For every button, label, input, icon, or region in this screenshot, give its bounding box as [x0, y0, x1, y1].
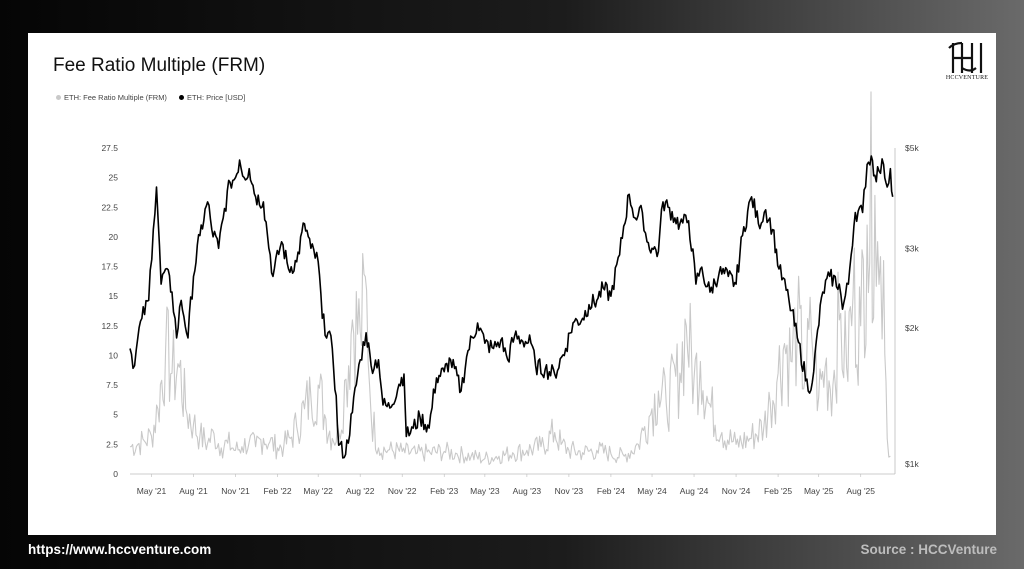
chart-plot: 0 2.5 5 7.5 10 12.5 15 17.5 20 22.5 25 27.5 $1k $2k $3…	[101, 91, 919, 496]
website-url[interactable]: https://www.hccventure.com	[28, 542, 212, 557]
x-tick-label: Aug '23	[513, 486, 542, 496]
legend-item-price[interactable]: ETH: Price [USD]	[178, 93, 246, 102]
x-tick-label: Aug '22	[346, 486, 375, 496]
y-left-tick-label: 5	[113, 410, 118, 420]
logo-text: HCCVENTURE	[945, 75, 989, 81]
y-left-tick-label: 10	[109, 350, 119, 360]
y-left-tick-label: 0	[113, 469, 118, 479]
chart-panel: Fee Ratio Multiple (FRM) ETH: Fee Ratio …	[28, 33, 996, 535]
y-right-tick-label: $3k	[905, 243, 919, 253]
y-left-tick-label: 7.5	[106, 380, 118, 390]
x-tick-label: Feb '22	[263, 486, 291, 496]
hcc-monogram-logo	[948, 41, 983, 73]
y-right-tick-label: $5k	[905, 143, 919, 153]
x-tick-label: May '23	[470, 486, 500, 496]
legend-dot-price	[178, 95, 184, 100]
chart-legend: ETH: Fee Ratio Multiple (FRM) ETH: Price…	[56, 93, 245, 102]
x-tick-label: May '25	[804, 486, 834, 496]
x-tick-label: Aug '25	[846, 486, 875, 496]
y-left-tick-label: 22.5	[101, 202, 118, 212]
x-tick-label: May '22	[303, 486, 333, 496]
y-right-tick-label: $1k	[905, 459, 919, 469]
series-line-frm	[129, 91, 891, 466]
x-tick-label: Nov '22	[388, 486, 417, 496]
x-tick-label: Nov '23	[555, 486, 584, 496]
legend-item-frm[interactable]: ETH: Fee Ratio Multiple (FRM)	[56, 93, 167, 102]
legend-dot-frm	[56, 95, 61, 100]
x-tick-label: Feb '24	[597, 486, 625, 496]
y-right-tick-label: $2k	[905, 323, 919, 333]
y-left-tick-label: 2.5	[106, 439, 118, 449]
y-left-tick-label: 17.5	[101, 262, 118, 272]
x-tick-label: Aug '24	[680, 486, 709, 496]
series-line-price	[129, 155, 894, 459]
legend-label-price: ETH: Price [USD]	[186, 93, 246, 102]
x-tick-label: Aug '21	[179, 486, 208, 496]
x-tick-label: Feb '25	[764, 486, 792, 496]
y-left-tick-label: 12.5	[101, 321, 118, 331]
y-left-tick-label: 15	[109, 291, 119, 301]
y-left-tick-label: 25	[109, 173, 119, 183]
y-left-tick-label: 27.5	[101, 143, 118, 153]
source-credit: Source : HCCVenture	[860, 542, 997, 557]
x-tick-label: Nov '24	[722, 486, 751, 496]
x-tick-label: Feb '23	[430, 486, 458, 496]
y-left-tick-label: 20	[109, 232, 119, 242]
x-tick-label: May '24	[637, 486, 667, 496]
legend-label-frm: ETH: Fee Ratio Multiple (FRM)	[64, 93, 167, 102]
x-tick-label: May '21	[137, 486, 167, 496]
chart-title: Fee Ratio Multiple (FRM)	[53, 55, 266, 76]
x-tick-label: Nov '21	[221, 486, 250, 496]
